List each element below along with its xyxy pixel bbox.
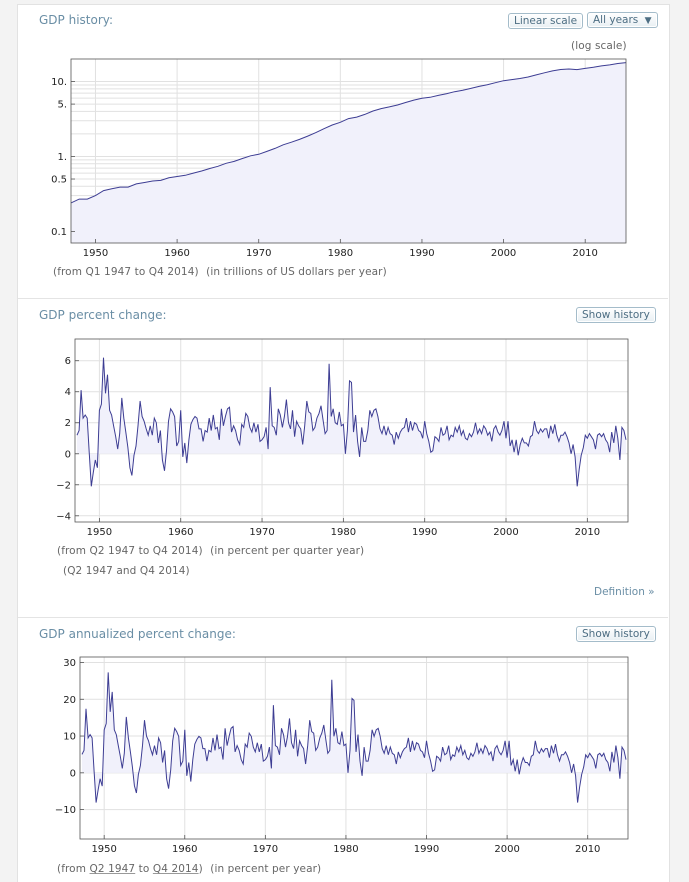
x-tick-label: 1990 (412, 527, 437, 538)
y-tick-label: 0 (70, 768, 76, 779)
series-line (81, 672, 627, 803)
show-history-button[interactable]: Show history (576, 307, 656, 323)
footnote-range: (from Q2 1947 to Q4 2014) (57, 545, 203, 557)
x-tick-label: 1980 (333, 844, 358, 855)
y-tick-label: 1. (57, 152, 67, 163)
plot-frame (74, 338, 629, 523)
x-tick-label: 1950 (91, 844, 116, 855)
footnote-units: (in percent per year) (210, 863, 322, 875)
plot-frame (79, 656, 629, 840)
x-tick-label: 2000 (493, 527, 518, 538)
y-tick-label: 10 (63, 732, 76, 743)
year-range-label: All years (593, 14, 639, 26)
y-tick-label: 5. (57, 100, 67, 111)
series-area (82, 672, 626, 803)
x-tick-label: 2010 (572, 248, 597, 259)
x-tick-label: 1950 (87, 527, 112, 538)
year-range-select[interactable]: All years ▼ (587, 12, 658, 28)
gdp-history-footnote: (from Q1 1947 to Q4 2014) (in trillions … (53, 266, 387, 278)
footnote-close: ) (198, 863, 203, 875)
y-tick-label: 6 (65, 356, 71, 367)
gdp-percent-change-footnote-extra: (Q2 1947 and Q4 2014) (63, 565, 190, 577)
footnote-range: (from Q1 1947 to Q4 2014) (53, 266, 199, 278)
x-tick-label: 1970 (253, 844, 278, 855)
footnote-units: (in percent per quarter year) (210, 545, 365, 557)
pod-divider (18, 298, 668, 299)
footnote-units: (in trillions of US dollars per year) (206, 266, 387, 278)
x-tick-label: 1950 (83, 248, 108, 259)
pod-divider (18, 617, 668, 618)
x-tick-label: 2000 (494, 844, 519, 855)
linear-scale-button[interactable]: Linear scale (508, 13, 584, 29)
x-tick-label: 2000 (491, 248, 516, 259)
x-tick-label: 1980 (328, 248, 353, 259)
x-tick-label: 1960 (164, 248, 189, 259)
x-tick-label: 1990 (414, 844, 439, 855)
series-line (70, 62, 627, 204)
log-scale-note: (log scale) (571, 40, 627, 52)
y-tick-label: −10 (55, 805, 76, 816)
series-area (77, 357, 626, 487)
show-history-button[interactable]: Show history (576, 626, 656, 642)
series-line (76, 357, 627, 487)
x-tick-label: 1970 (246, 248, 271, 259)
gdp-annualized-footnote: (from Q2 1947 to Q4 2014) (in percent pe… (57, 863, 321, 875)
definition-link[interactable]: Definition » (594, 586, 655, 598)
x-tick-label: 1990 (409, 248, 434, 259)
y-tick-label: 20 (63, 695, 76, 706)
x-tick-label: 2010 (575, 844, 600, 855)
plot-frame (70, 58, 627, 244)
x-tick-label: 1970 (249, 527, 274, 538)
y-tick-label: 30 (63, 658, 76, 669)
gdp-history-title: GDP history: (39, 13, 114, 27)
gdp-annualized-title: GDP annualized percent change: (39, 627, 236, 641)
x-tick-label: 2010 (575, 527, 600, 538)
gdp-percent-change-title: GDP percent change: (39, 308, 167, 322)
footnote-to: to (138, 863, 150, 875)
y-tick-label: 0.5 (51, 175, 67, 186)
y-tick-label: −4 (56, 511, 71, 522)
gdp-percent-change-footnote: (from Q2 1947 to Q4 2014) (in percent pe… (57, 545, 364, 557)
y-tick-label: 4 (65, 387, 71, 398)
series-area (71, 62, 626, 243)
x-tick-label: 1980 (331, 527, 356, 538)
y-tick-label: 2 (65, 418, 71, 429)
end-quarter-link[interactable]: Q4 2014 (152, 863, 199, 875)
y-tick-label: 0 (65, 449, 71, 460)
y-tick-label: 0.1 (51, 227, 67, 238)
y-tick-label: 10. (51, 77, 67, 88)
triangle-down-icon: ▼ (644, 16, 652, 26)
x-tick-label: 1960 (172, 844, 197, 855)
x-tick-label: 1960 (168, 527, 193, 538)
start-quarter-link[interactable]: Q2 1947 (89, 863, 136, 875)
footnote-from: (from (57, 863, 87, 875)
y-tick-label: −2 (56, 480, 71, 491)
